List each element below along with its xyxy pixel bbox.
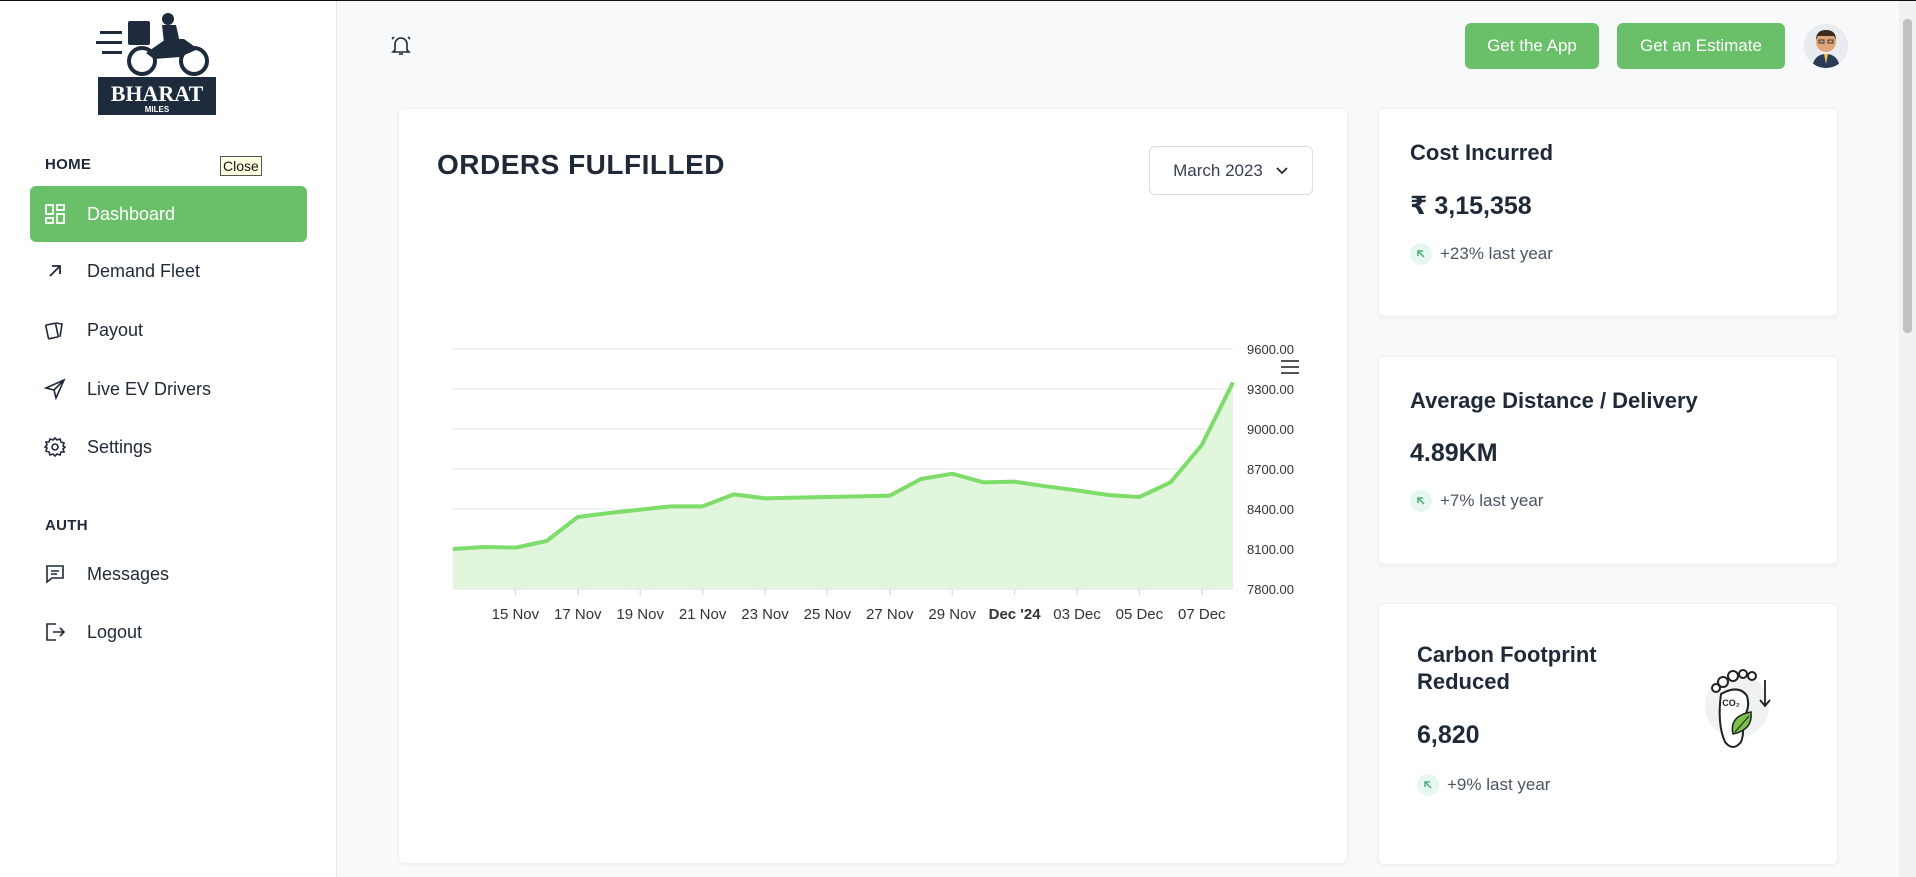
get-the-app-button[interactable]: Get the App — [1465, 23, 1599, 69]
logout-icon — [43, 620, 67, 644]
stat-value: 4.89KM — [1410, 439, 1498, 467]
stat-title: Carbon Footprint Reduced — [1417, 642, 1597, 694]
x-tick-label: 07 Dec — [1178, 606, 1226, 623]
trend-up-icon — [1410, 490, 1432, 512]
x-tick-label: 05 Dec — [1116, 606, 1164, 623]
section-auth-title: AUTH — [45, 517, 88, 534]
y-tick-label: 9600.00 — [1247, 342, 1294, 357]
cost-incurred-card: Cost Incurred ₹ 3,15,358 +23% last year — [1378, 108, 1838, 317]
sidebar-item-label: Logout — [87, 621, 143, 642]
stat-value: ₹ 3,15,358 — [1410, 192, 1532, 220]
x-tick-label: 25 Nov — [804, 606, 852, 623]
trend-up-icon — [1417, 774, 1439, 796]
close-tooltip: Close — [220, 156, 262, 176]
chart-title: ORDERS FULFILLED — [437, 149, 725, 180]
carbon-footprint-card: Carbon Footprint Reduced 6,820 +9% last … — [1378, 603, 1838, 865]
sidebar: BHARAT MILES HOME Close Dashboard Demand… — [0, 1, 337, 877]
brand-name: BHARAT — [111, 81, 204, 106]
y-tick-label: 8100.00 — [1247, 542, 1294, 557]
avatar[interactable] — [1804, 24, 1848, 68]
chart-menu-icon[interactable] — [1281, 360, 1299, 374]
carbon-footprint-icon: CO₂ — [1705, 669, 1771, 748]
x-tick-label: 27 Nov — [866, 606, 914, 623]
y-tick-label: 7800.00 — [1247, 582, 1294, 597]
sidebar-item-label: Dashboard — [87, 203, 176, 224]
trend-up-icon — [1410, 243, 1432, 265]
avg-distance-card: Average Distance / Delivery 4.89KM +7% l… — [1378, 356, 1838, 565]
arrow-up-right-icon — [43, 259, 67, 283]
sidebar-item-label: Demand Fleet — [87, 260, 201, 281]
sidebar-item-live-ev-drivers[interactable]: Live EV Drivers — [30, 361, 307, 417]
section-home-title: HOME — [45, 156, 92, 173]
dashboard-icon — [43, 202, 67, 226]
y-tick-label: 9000.00 — [1247, 422, 1294, 437]
message-icon — [43, 562, 67, 586]
chevron-down-icon — [1276, 166, 1288, 174]
stat-delta-text: +7% last year — [1440, 491, 1544, 510]
send-icon — [43, 377, 67, 401]
bell-icon[interactable] — [389, 33, 413, 57]
sidebar-item-settings[interactable]: Settings — [30, 419, 307, 475]
stat-title: Cost Incurred — [1410, 140, 1554, 165]
sidebar-item-label: Payout — [87, 319, 144, 340]
x-tick-label: 23 Nov — [741, 606, 789, 623]
y-tick-label: 8400.00 — [1247, 502, 1294, 517]
month-select-value: March 2023 — [1173, 160, 1263, 180]
co2-label: CO₂ — [1722, 698, 1740, 708]
sidebar-item-label: Live EV Drivers — [87, 378, 212, 399]
stat-title: Average Distance / Delivery — [1410, 388, 1698, 413]
orders-fulfilled-card: ORDERS FULFILLED March 2023 9600.00 9300.… — [398, 108, 1348, 864]
brand-sub: MILES — [145, 105, 170, 114]
sidebar-item-label: Messages — [87, 563, 170, 584]
brand-logo[interactable]: BHARAT MILES — [94, 9, 218, 115]
x-tick-label: 17 Nov — [554, 606, 602, 623]
sidebar-item-dashboard[interactable]: Dashboard — [30, 186, 307, 242]
sidebar-item-payout[interactable]: Payout — [30, 302, 307, 358]
series-line — [452, 381, 1235, 551]
y-tick-label: 8700.00 — [1247, 462, 1294, 477]
stat-delta-text: +9% last year — [1447, 775, 1551, 794]
sidebar-item-logout[interactable]: Logout — [30, 604, 307, 660]
x-tick-label: 03 Dec — [1053, 606, 1101, 623]
stat-delta: +7% last year — [1410, 490, 1543, 512]
area-fill — [453, 382, 1233, 589]
sidebar-item-label: Settings — [87, 436, 153, 457]
gear-icon — [43, 435, 67, 459]
get-an-estimate-button[interactable]: Get an Estimate — [1617, 23, 1785, 69]
scrollbar[interactable] — [1899, 1, 1916, 877]
sidebar-item-demand-fleet[interactable]: Demand Fleet — [30, 243, 307, 299]
sidebar-item-messages[interactable]: Messages — [30, 546, 307, 602]
scrollbar-thumb[interactable] — [1903, 19, 1912, 333]
x-tick-label: Dec '24 — [989, 606, 1042, 623]
orders-chart: 9600.00 9300.00 9000.00 8700.00 8400.00 8100.… — [452, 342, 1299, 623]
y-tick-label: 9300.00 — [1247, 382, 1294, 397]
stat-delta-text: +23% last year — [1440, 244, 1553, 263]
stat-value: 6,820 — [1417, 721, 1480, 749]
x-tick-label: 19 Nov — [616, 606, 664, 623]
month-select[interactable]: March 2023 — [1149, 146, 1313, 195]
stat-delta: +23% last year — [1410, 243, 1553, 265]
x-tick-label: 21 Nov — [679, 606, 727, 623]
x-tick-label: 29 Nov — [928, 606, 976, 623]
x-tick-label: 15 Nov — [492, 606, 540, 623]
stat-delta: +9% last year — [1417, 774, 1550, 796]
cards-icon — [43, 318, 67, 342]
